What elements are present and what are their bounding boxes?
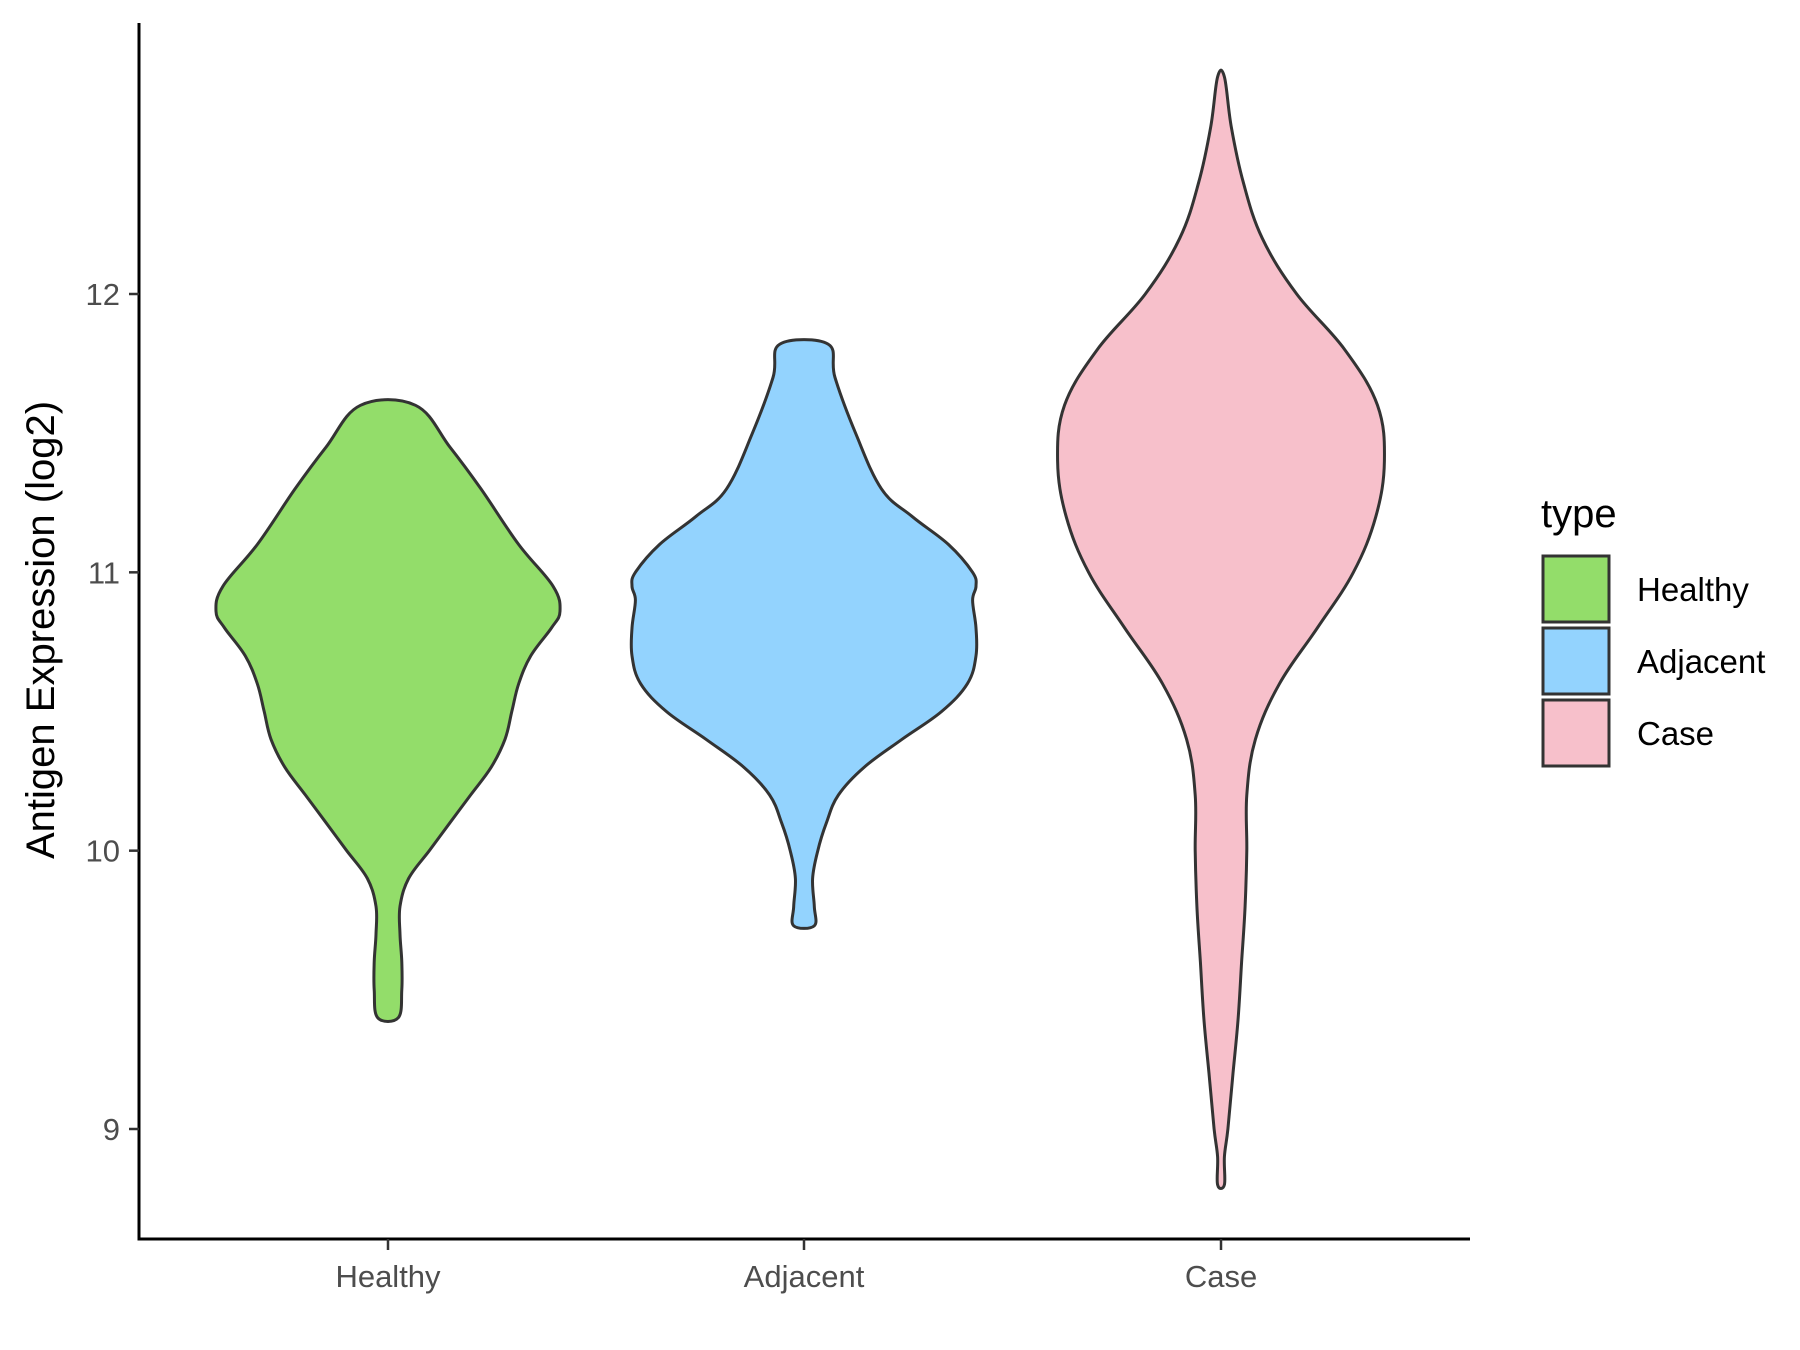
y-tick-label: 10: [86, 834, 120, 869]
y-tick-label: 11: [88, 555, 120, 590]
violins-layer: [214, 68, 1386, 1190]
legend-label-adjacent: Adjacent: [1637, 643, 1765, 680]
legend-key-case: [1541, 698, 1611, 768]
legend-title: type: [1541, 492, 1617, 536]
x-ticks: Healthy Adjacent Case: [335, 1239, 1257, 1294]
y-axis-title: Antigen Expression (log2): [19, 401, 63, 859]
x-tick-label-adjacent: Adjacent: [744, 1259, 865, 1294]
legend-key-adjacent: [1541, 626, 1611, 696]
x-tick-label-case: Case: [1185, 1259, 1257, 1294]
violin-adjacent: [629, 338, 979, 930]
legend: type Healthy Adjacent Case: [1541, 492, 1765, 768]
violin-case: [1056, 68, 1386, 1190]
y-ticks: 9 10 11 12: [86, 277, 139, 1147]
legend-key-healthy: [1541, 554, 1611, 624]
violin-healthy: [214, 398, 562, 1023]
legend-label-healthy: Healthy: [1637, 571, 1749, 608]
x-tick-label-healthy: Healthy: [335, 1259, 441, 1294]
y-tick-label: 9: [103, 1112, 120, 1147]
legend-label-case: Case: [1637, 715, 1714, 752]
y-tick-label: 12: [86, 277, 120, 312]
